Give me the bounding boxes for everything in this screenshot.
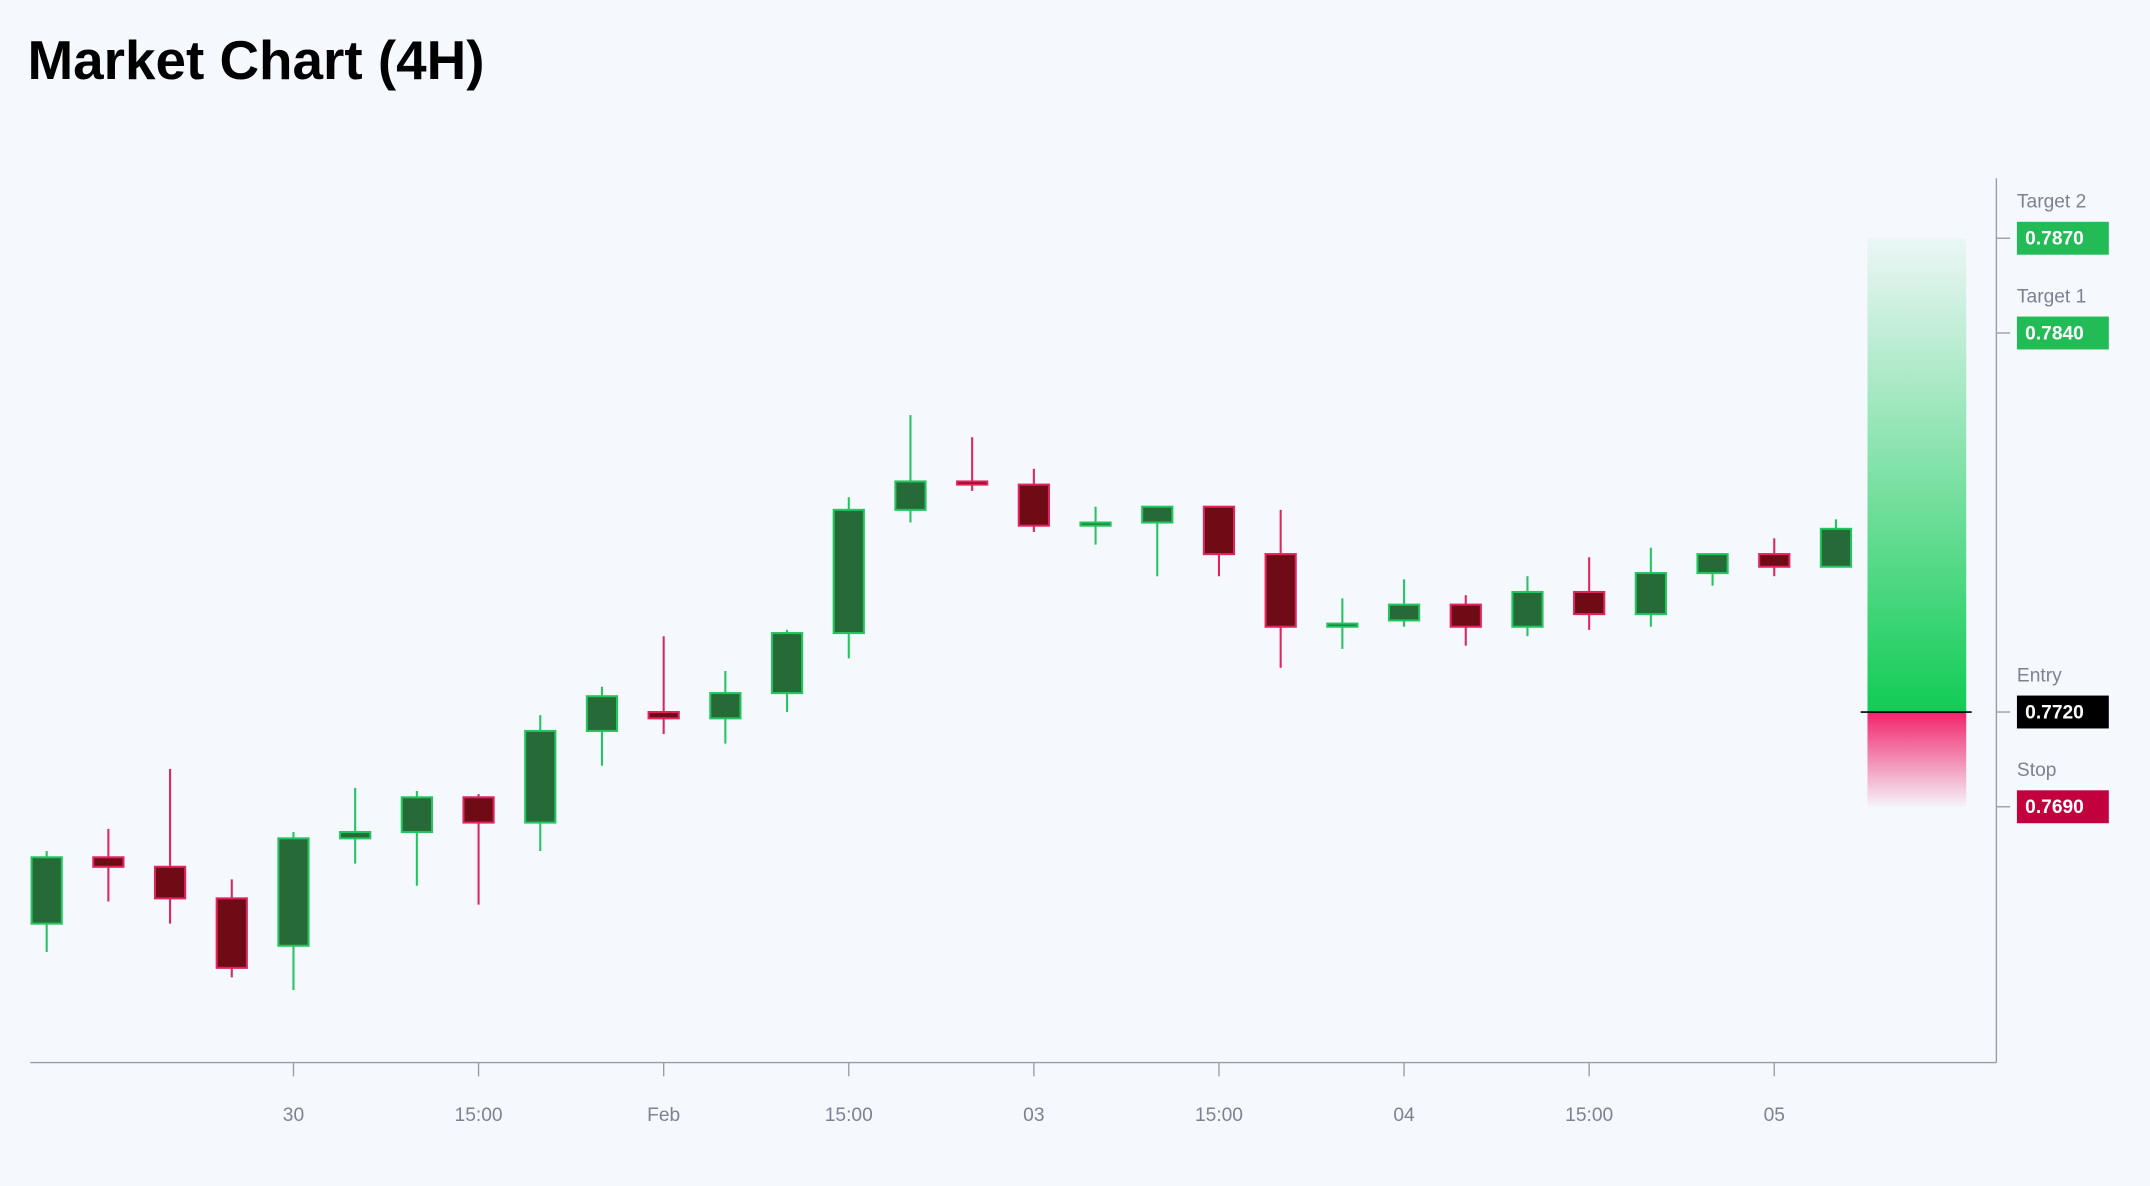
candle-body [1141, 505, 1174, 524]
level-badge [2016, 316, 2109, 350]
level-label: 0.7840 [2025, 323, 2084, 344]
candle-body [894, 480, 927, 511]
candle-body [1326, 622, 1359, 628]
x-tick-label: 04 [1393, 1105, 1415, 1126]
candle-body [1264, 553, 1297, 628]
candle-body [277, 837, 310, 947]
candle-body [647, 710, 680, 720]
level-name: Target 1 [2017, 286, 2086, 307]
candle-body [215, 897, 248, 969]
candle-body [339, 831, 372, 840]
level-badge [2016, 695, 2109, 729]
candle-body [1017, 483, 1050, 527]
candle-body [400, 796, 433, 834]
candle-body [30, 856, 63, 925]
level-badge [2016, 221, 2109, 255]
candle-body [1696, 553, 1729, 575]
x-tick-label: 15:00 [825, 1105, 873, 1126]
level-badge [2016, 790, 2109, 824]
level-label: 0.7870 [2025, 229, 2084, 250]
candle-body [709, 692, 742, 720]
candle-body [462, 796, 495, 824]
candle-body [524, 729, 557, 824]
x-tick-label: 03 [1023, 1105, 1044, 1126]
candle-body [956, 480, 989, 486]
candle-body [1449, 603, 1482, 628]
x-tick-label: 15:00 [455, 1105, 503, 1126]
candle-body [1573, 590, 1606, 616]
candle-body [1511, 590, 1544, 628]
candle-body [1387, 603, 1421, 622]
candle-body [1758, 553, 1791, 568]
x-tick-label: 30 [283, 1105, 304, 1126]
candle-body [92, 856, 125, 868]
chart-title: Market Chart (4H) [27, 29, 484, 91]
x-tick-label: 05 [1764, 1105, 1785, 1126]
loss-zone [1867, 712, 1967, 807]
candle-body [770, 632, 804, 695]
level-label: 0.7690 [2025, 797, 2084, 818]
level-name: Entry [2017, 665, 2062, 686]
candle-body [1079, 521, 1112, 527]
candle-body [153, 865, 187, 900]
x-tick-label: 15:00 [1565, 1105, 1613, 1126]
candle-body [832, 508, 865, 635]
candle-body [1819, 527, 1853, 568]
x-tick-label: 15:00 [1195, 1105, 1243, 1126]
profit-zone [1867, 238, 1967, 713]
candle-body [1634, 572, 1667, 616]
candle-body [585, 695, 619, 732]
x-tick-label: Feb [647, 1105, 680, 1126]
level-name: Target 2 [2017, 192, 2086, 213]
level-name: Stop [2017, 760, 2056, 781]
candle-body [1202, 505, 1236, 556]
level-label: 0.7720 [2025, 702, 2084, 723]
